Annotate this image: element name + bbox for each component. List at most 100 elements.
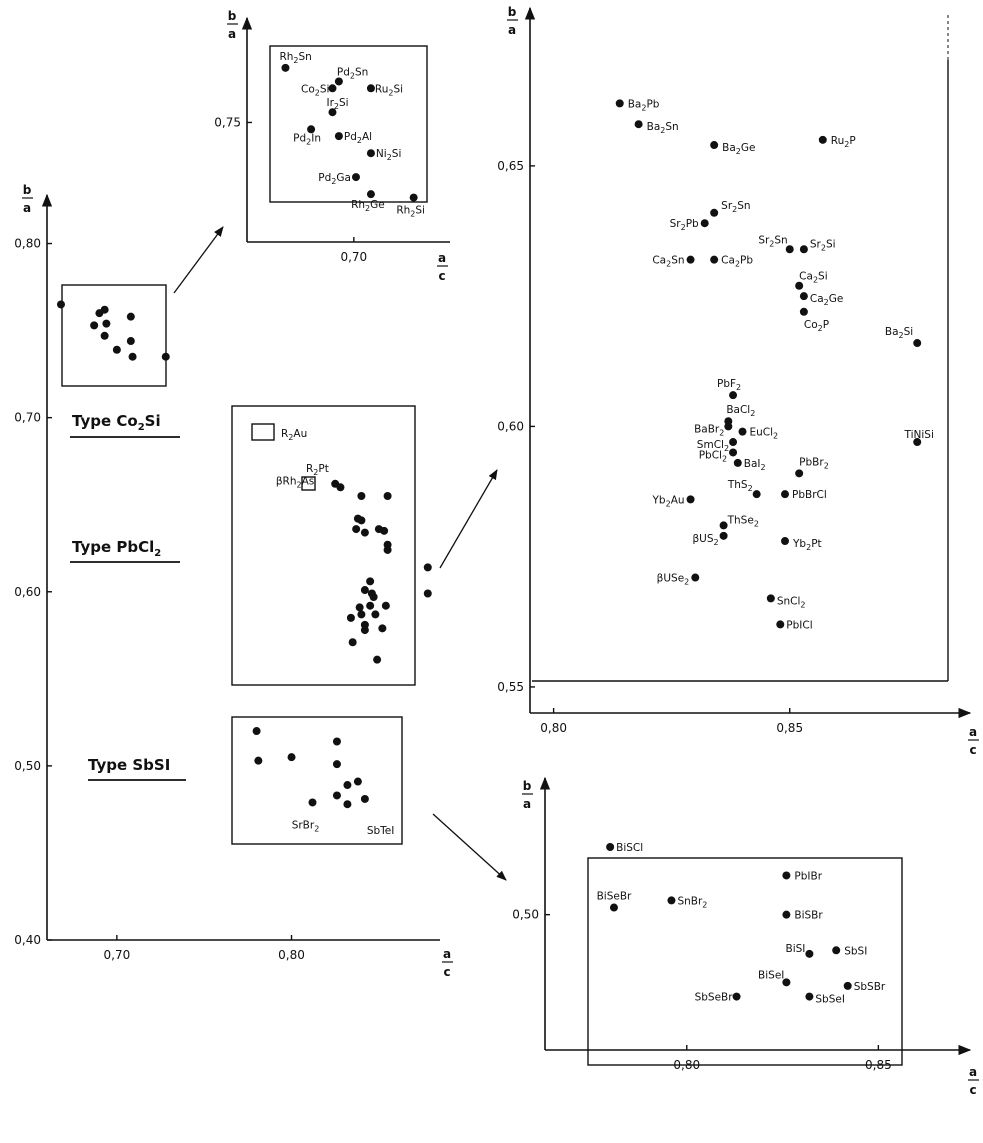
point-bisebr — [609, 903, 618, 912]
pbcl2-detail-x-axis-label: a c — [968, 725, 979, 757]
r2au-marker — [251, 423, 275, 441]
label-yb2pt: Yb2Pt — [792, 538, 822, 552]
point-sbsbr — [843, 981, 852, 990]
point-smcl2 — [729, 438, 738, 447]
point-pbibr — [782, 871, 791, 880]
label-bisebr: BiSeBr — [597, 891, 632, 903]
overview-y-tick-label: 0,60 — [14, 585, 41, 599]
svg-text:a: a — [443, 947, 451, 961]
overview-point — [423, 589, 432, 598]
overview-point — [308, 798, 317, 807]
point-rh2ge — [366, 190, 375, 199]
svg-text:Type PbCl2: Type PbCl2 — [72, 538, 161, 559]
co2si-detail-x-tick-label: 0,70 — [340, 250, 367, 264]
svg-text:b: b — [23, 183, 32, 197]
overview-point — [56, 300, 65, 309]
overview-point — [378, 624, 387, 633]
point-snbr2 — [667, 896, 676, 905]
svg-text:c: c — [969, 1083, 976, 1097]
label-srbr2: SrBr2 — [292, 820, 320, 834]
label-beta-use2: βUSe2 — [657, 573, 690, 587]
r2pt-label: R2Pt — [306, 463, 329, 477]
overview-point — [332, 791, 341, 800]
svg-text:c: c — [969, 743, 976, 757]
point-ba2si — [913, 339, 922, 348]
point-beta-use2 — [691, 573, 700, 582]
svg-text:a: a — [969, 725, 977, 739]
overview-point — [343, 781, 352, 790]
label-bisi: BiSI — [786, 943, 806, 955]
overview-chart: 0,70 0,80 0,80 0,70 0,60 0,50 0,40 b a a c SrB… — [14, 183, 453, 979]
point-pbicl — [776, 620, 785, 629]
point-biscl — [606, 842, 615, 851]
point-bisei — [782, 978, 791, 987]
label-biscl: BiSCl — [616, 842, 643, 854]
sbsi-detail-chart: 0,80 0,85 0,50 BiSCl BiSeBr SnBr2 PbIBr BiSBr B… — [512, 776, 979, 1097]
label-co2si: Co2Si — [301, 83, 329, 97]
overview-point — [355, 603, 364, 612]
label-co2p: Co2P — [804, 319, 829, 333]
point-ba2ge — [710, 141, 719, 150]
point-sbsi — [832, 946, 841, 955]
type-sbsi-title: Type SbSI — [88, 756, 186, 781]
point-pd2in — [307, 125, 316, 134]
overview-point — [90, 321, 99, 330]
overview-point — [102, 319, 111, 328]
point-sbsei — [805, 992, 814, 1001]
point-pd2al — [334, 132, 343, 141]
overview-point — [360, 626, 369, 635]
pbcl2-detail-y-tick-label: 0,55 — [497, 680, 524, 694]
sbsi-detail-x-tick-label: 0,85 — [865, 1058, 892, 1072]
label-pd2sn: Pd2Sn — [337, 66, 368, 80]
point-pd2ga — [351, 173, 360, 182]
svg-text:a: a — [438, 251, 446, 265]
label-rh2si: Rh2Si — [396, 205, 425, 219]
svg-text:b: b — [228, 9, 237, 23]
svg-text:a: a — [969, 1065, 977, 1079]
pbcl2-detail-x-tick-label: 0,80 — [540, 721, 567, 735]
overview-point — [352, 525, 361, 534]
sbsi-detail-x-tick-label: 0,80 — [673, 1058, 700, 1072]
overview-point — [287, 753, 296, 762]
svg-text:b: b — [523, 779, 532, 793]
overview-point — [252, 727, 261, 736]
arrow-to-co2si-detail — [173, 226, 224, 294]
point-bisbr — [782, 910, 791, 919]
point-ru2p — [818, 135, 827, 144]
label-beta-rh2as: βRh2As — [276, 475, 314, 489]
label-pbbr2: PbBr2 — [799, 456, 829, 470]
overview-point — [128, 352, 137, 361]
label-ir2si: Ir2Si — [326, 97, 348, 111]
co2si-detail-chart: 0,70 0,75 Rh2Sn Pd2Sn Co2Si Ru2Si Ir2Si Pd2In P… — [214, 9, 450, 283]
label-tinisi: TiNiSi — [904, 429, 934, 441]
label-pbf2: PbF2 — [717, 378, 741, 392]
overview-point — [380, 526, 389, 535]
svg-text:c: c — [443, 965, 450, 979]
label-sr2si: Sr2Si — [810, 238, 836, 252]
label-pbicl: PbICl — [786, 619, 812, 631]
overview-point — [353, 777, 362, 786]
label-sbsebr: SbSeBr — [695, 992, 734, 1004]
point-sncl2 — [766, 594, 775, 603]
point-rh2si — [409, 193, 418, 202]
co2si-detail-box — [269, 45, 428, 203]
overview-point — [126, 337, 135, 346]
point-sr2sn — [785, 245, 794, 254]
sbsi-detail-y-tick-label: 0,50 — [512, 908, 539, 922]
pbcl2-group-box — [231, 405, 416, 686]
co2si-detail-y-axis-label: b a — [227, 9, 238, 41]
arrow-to-pbcl2-detail — [439, 469, 498, 569]
point-eucl2 — [738, 427, 747, 436]
point-ba2pb — [615, 99, 624, 108]
type-pbcl2-title: Type PbCl2 — [70, 538, 180, 563]
point-sr2sn — [710, 208, 719, 217]
overview-x-axis-label: a c — [442, 947, 453, 979]
overview-point — [383, 492, 392, 500]
label-ba2sn: Ba2Sn — [647, 121, 679, 135]
svg-text:a: a — [228, 27, 236, 41]
overview-point — [373, 655, 382, 664]
overview-y-tick-label: 0,50 — [14, 759, 41, 773]
point-tinisi — [913, 438, 922, 447]
overview-point — [112, 345, 121, 354]
